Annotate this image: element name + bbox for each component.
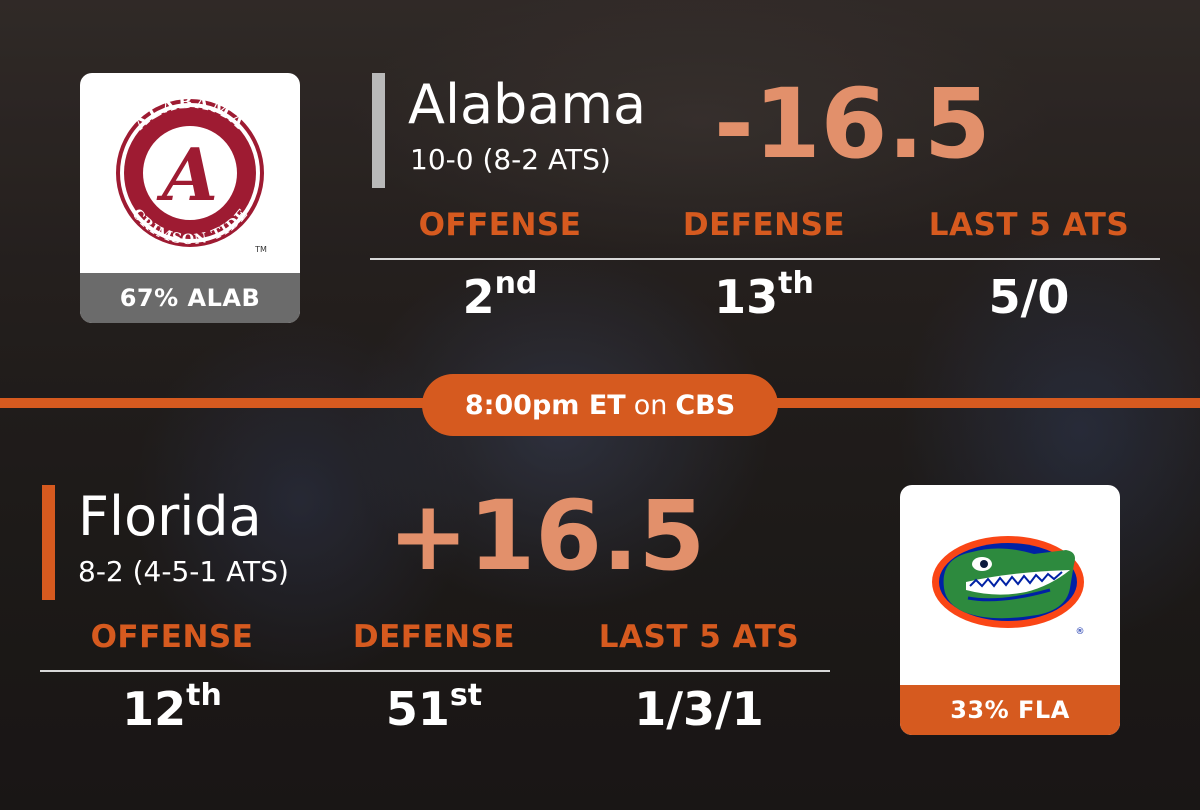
alabama-last5-ats-value: 5/0: [988, 270, 1070, 324]
game-network: CBS: [675, 389, 736, 421]
alabama-offense-label: OFFENSE: [418, 207, 582, 243]
florida-last5-ats-value: 1/3/1: [634, 682, 764, 736]
florida-logo: ®: [900, 485, 1120, 685]
alabama-defense-label: DEFENSE: [682, 207, 846, 243]
florida-accent-bar: [42, 485, 55, 600]
alabama-script-a-icon: ALABAMA CRIMSON TIDE A TM: [116, 93, 267, 254]
florida-defense-rank-suffix: st: [449, 678, 483, 713]
florida-offense-rank-number: 12: [122, 682, 187, 736]
game-connector: on: [633, 389, 668, 421]
alabama-logo-card: ALABAMA CRIMSON TIDE A TM 67% ALAB: [80, 73, 300, 323]
game-time: 8:00pm ET: [464, 389, 626, 421]
alabama-defense-rank: 13th: [664, 269, 864, 321]
alabama-accent-bar: [372, 73, 385, 188]
alabama-team-name: Alabama: [408, 73, 647, 136]
florida-defense-rank-number: 51: [385, 682, 450, 736]
alabama-spread: -16.5: [714, 68, 991, 180]
game-time-badge: 8:00pm ET on CBS: [422, 374, 778, 436]
florida-offense-label: OFFENSE: [90, 619, 254, 655]
alabama-record: 10-0 (8-2 ATS): [410, 143, 611, 176]
florida-stats-rule: [40, 670, 830, 672]
alabama-offense-rank-number: 2: [462, 270, 495, 324]
florida-offense-rank-suffix: th: [186, 678, 222, 713]
alabama-offense-rank: 2nd: [400, 269, 600, 321]
alabama-offense-rank-suffix: nd: [494, 266, 538, 301]
florida-last5-ats-label: LAST 5 ATS: [598, 619, 800, 655]
alabama-logo: ALABAMA CRIMSON TIDE A TM: [80, 73, 300, 273]
script-a-letter: A: [156, 132, 218, 217]
florida-logo-card: ® 33% FLA: [900, 485, 1120, 735]
florida-team-name: Florida: [78, 485, 262, 548]
trademark-mark: TM: [254, 245, 267, 254]
registered-mark: ®: [1076, 627, 1085, 637]
florida-offense-rank: 12th: [72, 681, 272, 733]
florida-win-probability: 33% FLA: [900, 685, 1120, 735]
florida-gator-head-icon: ®: [932, 536, 1085, 637]
florida-spread: +16.5: [388, 480, 706, 592]
alabama-stats-rule: [370, 258, 1160, 260]
alabama-win-probability: 67% ALAB: [80, 273, 300, 323]
alabama-defense-rank-suffix: th: [778, 266, 814, 301]
alabama-last5-ats-label: LAST 5 ATS: [928, 207, 1130, 243]
florida-defense-rank: 51st: [334, 681, 534, 733]
florida-defense-label: DEFENSE: [352, 619, 516, 655]
alabama-defense-rank-number: 13: [714, 270, 779, 324]
florida-record: 8-2 (4-5-1 ATS): [78, 555, 289, 588]
